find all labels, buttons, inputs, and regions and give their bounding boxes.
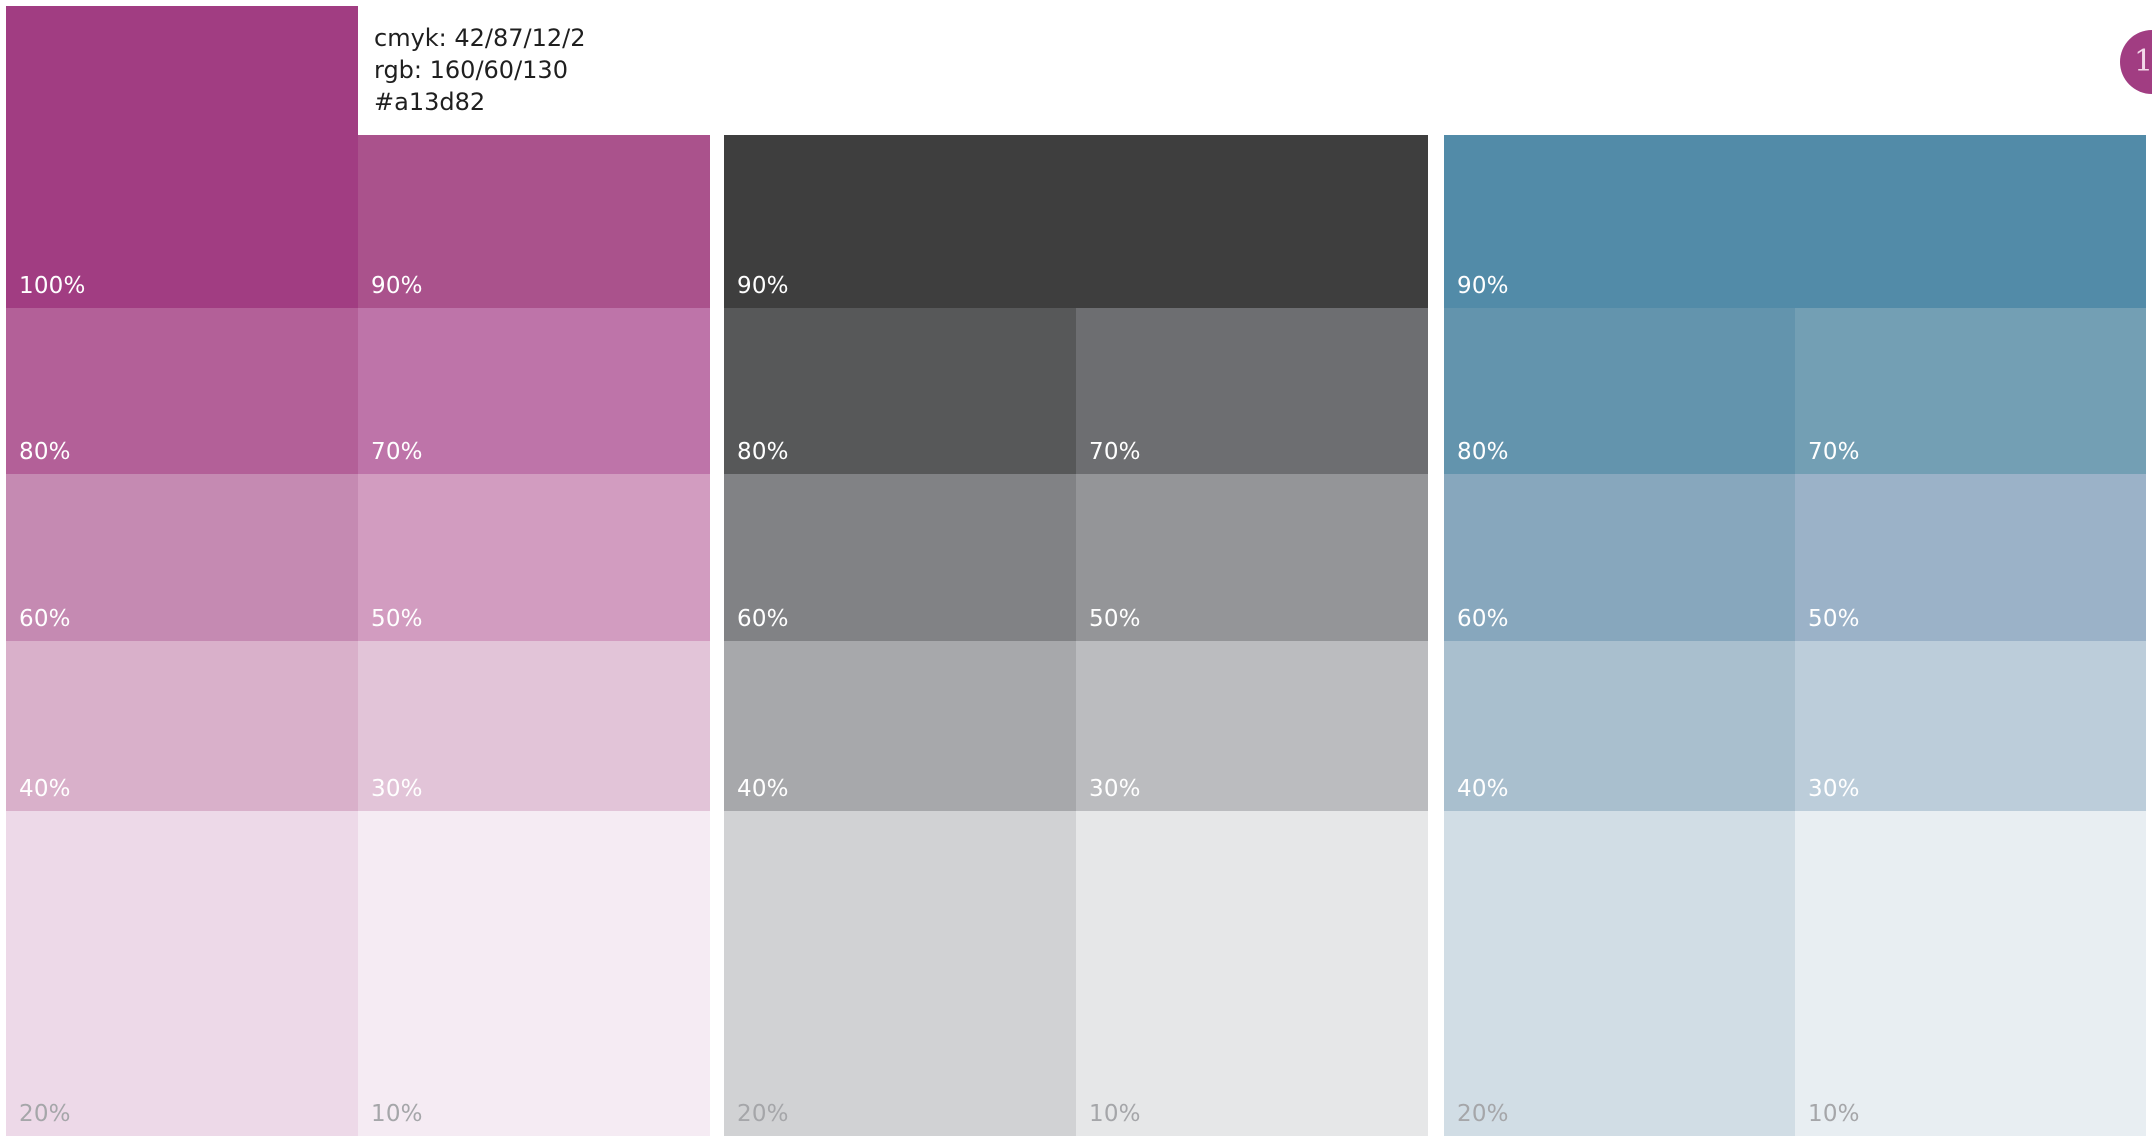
magenta-swatch-60: 60% [6,474,358,641]
magenta-swatch-70: 70% [358,308,710,474]
gray-swatch-20: 20% [724,811,1076,1136]
swatch-label: 30% [1808,776,1860,802]
swatch-label: 70% [1808,439,1860,465]
swatch-label: 90% [1457,273,1509,299]
swatch-label: 20% [737,1101,789,1127]
magenta-swatch-50: 50% [358,474,710,641]
swatch-label: 10% [1808,1101,1860,1127]
swatch-label: 90% [737,273,789,299]
gray-swatch-10: 10% [1076,811,1428,1136]
swatch-label: 30% [371,776,423,802]
swatch-label: 50% [1089,606,1141,632]
swatch-label: 100% [19,273,86,299]
magenta-swatch-100: 100% [6,6,358,308]
swatch-label: 90% [371,273,423,299]
swatch-label: 60% [19,606,71,632]
gray-swatch-50: 50% [1076,474,1428,641]
hex-value: #a13d82 [374,88,486,116]
swatch-label: 40% [1457,776,1509,802]
blue-swatch-10: 10% [1795,811,2146,1136]
magenta-swatch-80: 80% [6,308,358,474]
blue-swatch-30: 30% [1795,641,2146,811]
swatch-label: 40% [19,776,71,802]
swatch-label: 70% [1089,439,1141,465]
rgb-value: rgb: 160/60/130 [374,56,568,84]
page-number-badge: 13 [2120,30,2152,94]
gray-swatch-70: 70% [1076,308,1428,474]
swatch-label: 80% [1457,439,1509,465]
magenta-swatch-20: 20% [6,811,358,1136]
gray-swatch-80: 80% [724,308,1076,474]
swatch-label: 80% [737,439,789,465]
swatch-label: 10% [1089,1101,1141,1127]
page-number: 13 [2134,44,2152,79]
swatch-label: 20% [19,1101,71,1127]
swatch-label: 20% [1457,1101,1509,1127]
blue-swatch-70: 70% [1795,308,2146,474]
magenta-swatch-40: 40% [6,641,358,811]
swatch-label: 80% [19,439,71,465]
swatch-label: 30% [1089,776,1141,802]
blue-swatch-80: 80% [1444,308,1795,474]
blue-swatch-20: 20% [1444,811,1795,1136]
gray-swatch-90: 90% [724,135,1428,308]
gray-swatch-40: 40% [724,641,1076,811]
swatch-label: 60% [737,606,789,632]
swatch-label: 70% [371,439,423,465]
blue-swatch-40: 40% [1444,641,1795,811]
blue-swatch-50: 50% [1795,474,2146,641]
blue-swatch-90: 90% [1444,135,2146,308]
cmyk-value: cmyk: 42/87/12/2 [374,24,586,52]
swatch-label: 60% [1457,606,1509,632]
magenta-swatch-90: 90% [358,135,710,308]
swatch-label: 50% [1808,606,1860,632]
color-specification: cmyk: 42/87/12/2 rgb: 160/60/130 #a13d82 [374,22,586,118]
swatch-label: 50% [371,606,423,632]
magenta-swatch-30: 30% [358,641,710,811]
gray-swatch-60: 60% [724,474,1076,641]
swatch-label: 40% [737,776,789,802]
gray-swatch-30: 30% [1076,641,1428,811]
swatch-label: 10% [371,1101,423,1127]
magenta-swatch-10: 10% [358,811,710,1136]
blue-swatch-60: 60% [1444,474,1795,641]
